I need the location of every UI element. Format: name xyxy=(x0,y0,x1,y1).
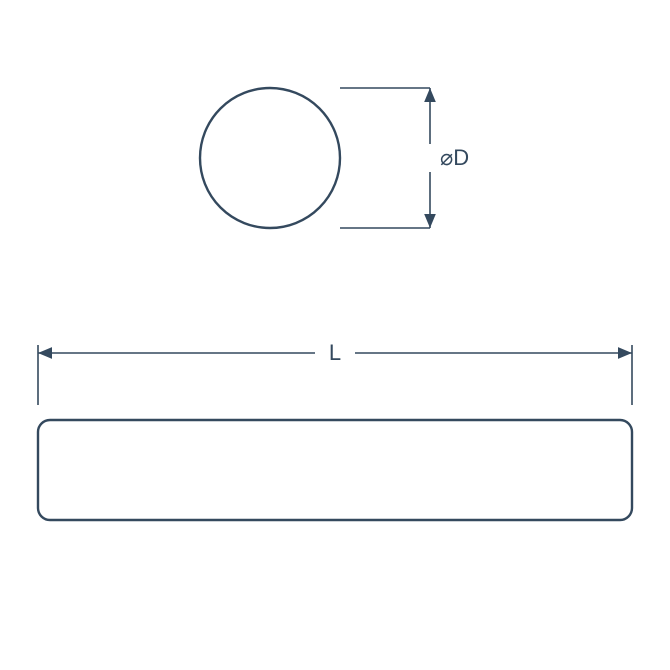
length-arrow-left xyxy=(38,347,52,359)
end-view-circle xyxy=(200,88,340,228)
diameter-label: ⌀D xyxy=(440,145,469,170)
length-arrow-right xyxy=(618,347,632,359)
diameter-arrow-down xyxy=(424,214,436,228)
side-view-bar xyxy=(38,420,632,520)
technical-drawing: ⌀D L xyxy=(0,0,670,670)
length-label: L xyxy=(329,340,341,365)
diameter-arrow-up xyxy=(424,88,436,102)
